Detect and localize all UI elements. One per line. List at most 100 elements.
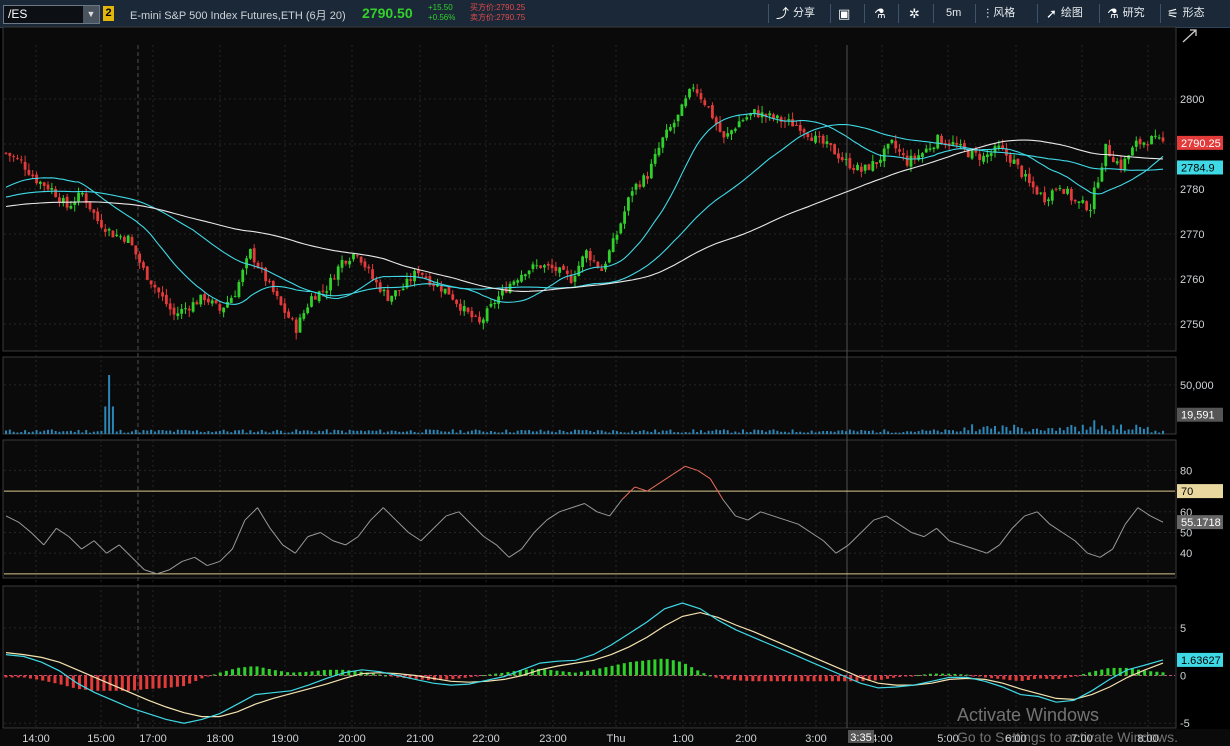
candle-body — [508, 283, 512, 293]
macd-histogram-bar — [65, 675, 69, 687]
volume-bar — [932, 429, 935, 434]
rsi-segment — [81, 540, 95, 550]
volume-bar — [768, 430, 771, 434]
volume-bar — [1062, 430, 1065, 434]
candle-body — [852, 168, 856, 170]
time-tick-label: 19:00 — [271, 733, 299, 745]
candle-body — [409, 279, 413, 281]
rsi-segment — [294, 536, 309, 554]
volume-bar — [111, 406, 114, 434]
candle-body — [206, 298, 210, 303]
volume-bar — [1123, 430, 1126, 434]
rsi-segment — [923, 527, 937, 538]
volume-bar — [734, 431, 737, 434]
sma20-label[interactable]: SimpleMovingAvg (CLOSE, 20, 0, no) — [503, 30, 689, 42]
rsi-segment — [496, 544, 510, 558]
candle-body — [290, 318, 294, 320]
volume-bar — [237, 430, 240, 434]
volume-bar — [1020, 428, 1023, 434]
macd-histogram-bar — [732, 675, 736, 681]
volume-bar — [573, 429, 576, 434]
share-button[interactable]: ⤴ 分享 — [776, 0, 815, 27]
candle-body — [581, 256, 584, 268]
volume-bar — [234, 430, 237, 434]
volume-bar — [661, 430, 664, 434]
volume-bar — [646, 431, 649, 434]
volume-bar — [276, 429, 279, 434]
volume-bar — [589, 430, 592, 434]
macd-histogram-bar — [114, 675, 118, 691]
macd-histogram-bar — [1124, 667, 1128, 676]
volume-bar — [100, 430, 103, 434]
macd-histogram-bar — [1069, 675, 1073, 677]
macd-histogram-bar — [1057, 675, 1061, 679]
volume-bar — [245, 432, 248, 434]
macd-histogram-bar — [708, 675, 712, 677]
candle-body — [898, 149, 901, 152]
rsi-segment — [521, 532, 535, 550]
volume-bar — [925, 430, 928, 434]
candle-body — [772, 114, 775, 119]
rsi-label[interactable]: RSI (14, 70, 30, CLOSE, WILDERS, no) — [3, 440, 206, 456]
candle-body — [1142, 142, 1146, 145]
interval-button[interactable]: 5m — [946, 0, 961, 27]
macd-histogram-bar — [353, 670, 357, 676]
candle-body — [634, 183, 638, 190]
rsi-segment — [584, 503, 598, 513]
candle-body — [321, 290, 325, 292]
candle-body — [611, 238, 615, 252]
macd-histogram-bar — [635, 661, 639, 676]
volume-bar — [8, 429, 11, 434]
candle-body — [707, 106, 711, 108]
candle-body — [222, 307, 226, 313]
volume-bar — [425, 429, 428, 434]
volume-bar — [841, 430, 844, 434]
candle-body — [122, 236, 126, 242]
candle-body — [527, 270, 531, 275]
volume-bar — [47, 429, 50, 434]
style-button[interactable]: ⫶ 风格 — [986, 0, 1015, 27]
drawings-button[interactable]: ➚ 绘图 — [1046, 0, 1083, 27]
macd-label[interactable]: MACD (12, 26, 9, EXPONENTIAL, no) — [3, 587, 198, 603]
candle-body — [737, 121, 741, 128]
volume-bar — [310, 431, 313, 434]
studies-button[interactable]: ⚗ 研究 — [1107, 0, 1145, 27]
patterns-button[interactable]: ⚟ 形态 — [1167, 0, 1205, 27]
rsi-segment — [785, 519, 799, 525]
rsi-segment — [1099, 548, 1113, 558]
flask-button[interactable]: ⚗ — [874, 0, 886, 27]
settings-button[interactable]: ✲ — [909, 0, 920, 27]
rsi-segment — [936, 527, 950, 542]
volume-label[interactable]: 成交量 — [3, 357, 43, 373]
candle-body — [348, 260, 352, 265]
volume-bar — [1051, 428, 1054, 434]
volume-bar — [62, 431, 65, 434]
candle-body — [615, 234, 619, 240]
sma50-label[interactable]: SimpleMovingAvg (CLOSE, 50, 0, no) — [749, 30, 934, 42]
volume-bar — [66, 431, 69, 434]
rsi-segment — [735, 515, 749, 521]
rsi-segment — [961, 544, 975, 550]
link-group-badge[interactable]: 2 — [103, 6, 114, 21]
volume-bar — [127, 432, 130, 434]
candle-body — [119, 236, 122, 238]
macd-tick-label: -5 — [1180, 718, 1190, 730]
volume-bar — [1001, 425, 1004, 434]
sma100-label[interactable]: SimpleMovingAvg (CLOSE, 100, 0,... — [995, 30, 1175, 42]
symbol-selector[interactable]: /ES ▼ — [3, 5, 100, 24]
macd-histogram-bar — [53, 675, 57, 684]
macd-histogram-bar — [77, 675, 81, 690]
volume-bar — [413, 431, 416, 434]
volume-bar — [1013, 424, 1016, 434]
chevron-down-icon[interactable]: ▼ — [83, 6, 99, 23]
rsi-panel — [2, 439, 1177, 579]
volume-marker-box — [1177, 407, 1223, 422]
snapshot-button[interactable]: ▣ — [838, 0, 850, 27]
volume-bar — [77, 429, 80, 434]
macd-avg: 3.37893 — [244, 587, 291, 603]
volume-bar — [157, 430, 160, 434]
macd-histogram-bar — [145, 675, 149, 690]
volume-bar — [89, 432, 92, 434]
volume-bar — [921, 429, 924, 434]
